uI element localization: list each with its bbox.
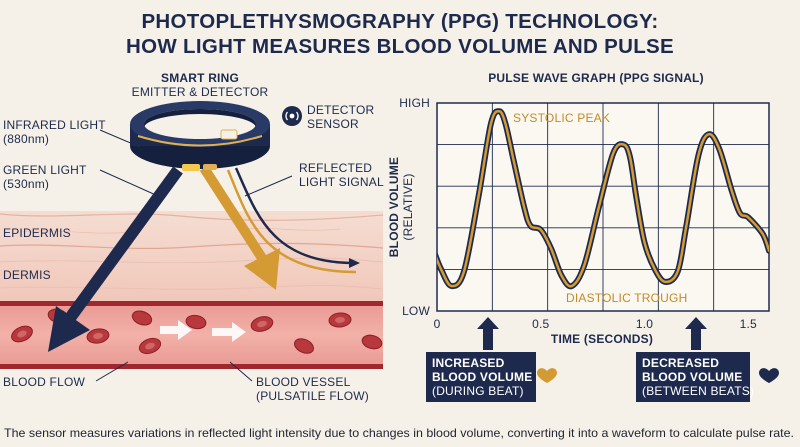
increased-line-2: BLOOD VOLUME: [432, 370, 532, 384]
increased-line-3: (DURING BEAT): [432, 384, 524, 398]
callout-pointers: [477, 317, 707, 350]
ring-title: SMART RING: [161, 71, 239, 85]
ring-subtitle: EMITTER & DETECTOR: [132, 85, 269, 99]
x-tick-label: 1.5: [740, 317, 757, 331]
x-tick-label: 0.5: [532, 317, 549, 331]
systolic-peak-label: SYSTOLIC PEAK: [513, 111, 610, 125]
vessel-wall-bottom: [0, 364, 383, 369]
dermis-label: DERMIS: [3, 268, 51, 282]
detector-label-1: DETECTOR: [307, 103, 375, 117]
emitter-led: [182, 164, 200, 171]
y-axis-label-1: BLOOD VOLUME: [387, 157, 401, 257]
decreased-line-2: BLOOD VOLUME: [642, 370, 742, 384]
epidermis-boundary: [0, 242, 384, 250]
x-axis-label: TIME (SECONDS): [551, 332, 653, 346]
detector-sensor-icon: [282, 106, 302, 126]
chart-title: PULSE WAVE GRAPH (PPG SIGNAL): [488, 71, 704, 85]
infrared-label-1: INFRARED LIGHT: [3, 118, 106, 132]
y-tick-low: LOW: [402, 304, 430, 318]
decreased-line-1: DECREASED: [642, 356, 719, 370]
decreased-line-3: (BETWEEN BEATS): [642, 384, 754, 398]
plot-frame: [436, 102, 770, 312]
increased-volume-callout: INCREASED BLOOD VOLUME (DURING BEAT): [426, 352, 536, 402]
smart-ring: [130, 101, 270, 171]
y-tick-high: HIGH: [399, 96, 430, 110]
y-axis-label-2: (RELATIVE): [401, 173, 415, 240]
x-tick-labels: 0 0.5 1.0 1.5: [434, 317, 757, 331]
heart-icon: [537, 368, 557, 383]
flow-arrows: [160, 320, 246, 342]
pulse-wave-series: [437, 110, 769, 288]
vessel-wall-top: [0, 301, 383, 306]
diastolic-trough-label: DIASTOLIC TROUGH: [566, 291, 687, 305]
x-tick-label: 1.0: [636, 317, 653, 331]
reflected-label-2: LIGHT SIGNAL: [299, 175, 384, 189]
leader-lines: [95, 129, 293, 382]
detector-label-2: SENSOR: [307, 117, 359, 131]
skin-cross-section: [0, 211, 384, 304]
green-label-1: GREEN LIGHT: [3, 163, 87, 177]
title-line-2: HOW LIGHT MEASURES BLOOD VOLUME AND PULS…: [126, 35, 674, 58]
epidermis-label: EPIDERMIS: [3, 226, 71, 240]
infrared-label-2: (880nm): [3, 132, 49, 146]
reflected-light-signal: [226, 167, 360, 274]
vessel-label-2: (PULSATILE FLOW): [256, 389, 369, 403]
caption: The sensor measures variations in reflec…: [4, 427, 794, 440]
green-light-beam: [199, 165, 280, 290]
green-label-2: (530nm): [3, 177, 49, 191]
pulse-wave-chart: 0 0.5 1.0 1.5: [434, 102, 770, 331]
heart-outline-icon: [759, 368, 779, 383]
decreased-volume-callout: DECREASED BLOOD VOLUME (BETWEEN BEATS): [636, 352, 754, 402]
x-tick-label: 0: [434, 317, 441, 331]
detector-chip: [203, 164, 217, 170]
blood-flow-label: BLOOD FLOW: [3, 375, 85, 389]
increased-line-1: INCREASED: [432, 356, 505, 370]
infrared-light-beam: [48, 166, 183, 352]
title-line-1: PHOTOPLETHYSMOGRAPHY (PPG) TECHNOLOGY:: [141, 10, 658, 33]
reflected-label-1: REFLECTED: [299, 161, 372, 175]
skin-layer: [0, 211, 383, 304]
vessel-label-1: BLOOD VESSEL: [256, 375, 351, 389]
